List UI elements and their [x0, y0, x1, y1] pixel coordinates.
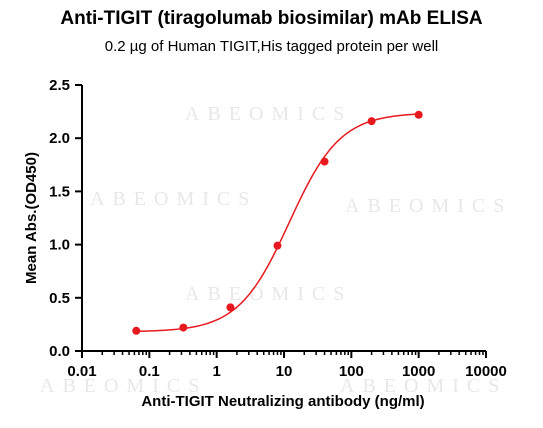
- chart-title: Anti-TIGIT (tiragolumab biosimilar) mAb …: [60, 8, 483, 29]
- x-tick-label: 1000: [402, 363, 435, 380]
- watermark-text: ABEOMICS: [345, 195, 512, 217]
- watermark-text: ABEOMICS: [185, 283, 352, 305]
- data-point: [320, 157, 329, 166]
- y-tick-label: 0.0: [49, 343, 70, 360]
- x-tick-label: 0.01: [67, 363, 96, 380]
- x-tick-label: 10000: [465, 363, 507, 380]
- data-point: [179, 323, 188, 332]
- y-axis-label: Mean Abs.(OD450): [23, 152, 40, 284]
- data-point: [226, 303, 235, 312]
- watermark-text: ABEOMICS: [90, 188, 257, 210]
- chart-subtitle: 0.2 µg of Human TIGIT,His tagged protein…: [104, 38, 439, 55]
- watermark-text: ABEOMICS: [40, 375, 207, 397]
- watermark-text: ABEOMICS: [340, 375, 507, 397]
- y-tick-label: 1.5: [49, 183, 70, 200]
- x-tick-label: 1: [212, 363, 220, 380]
- axes: 0.01 0.1 1 10 100 1000 10000 0.0 0.5 1.0 1.5 2.0 2.5: [49, 77, 507, 380]
- data-point: [273, 241, 282, 250]
- y-tick-label: 2.0: [49, 130, 70, 147]
- data-point: [132, 326, 141, 335]
- watermark-text: ABEOMICS: [185, 103, 352, 125]
- points-layer: [132, 110, 423, 335]
- data-point: [367, 117, 376, 126]
- y-tick-label: 1.0: [49, 237, 70, 254]
- x-tick-label: 100: [339, 363, 364, 380]
- x-axis-label: Anti-TIGIT Neutralizing antibody (ng/ml): [141, 393, 424, 410]
- x-tick-label: 0.1: [139, 363, 160, 380]
- watermarks: ABEOMICS ABEOMICS ABEOMICS ABEOMICS ABEOMICS…: [40, 103, 512, 397]
- x-tick-label: 10: [276, 363, 293, 380]
- data-point: [414, 110, 423, 119]
- y-tick-label: 0.5: [49, 290, 70, 307]
- y-tick-label: 2.5: [49, 77, 70, 94]
